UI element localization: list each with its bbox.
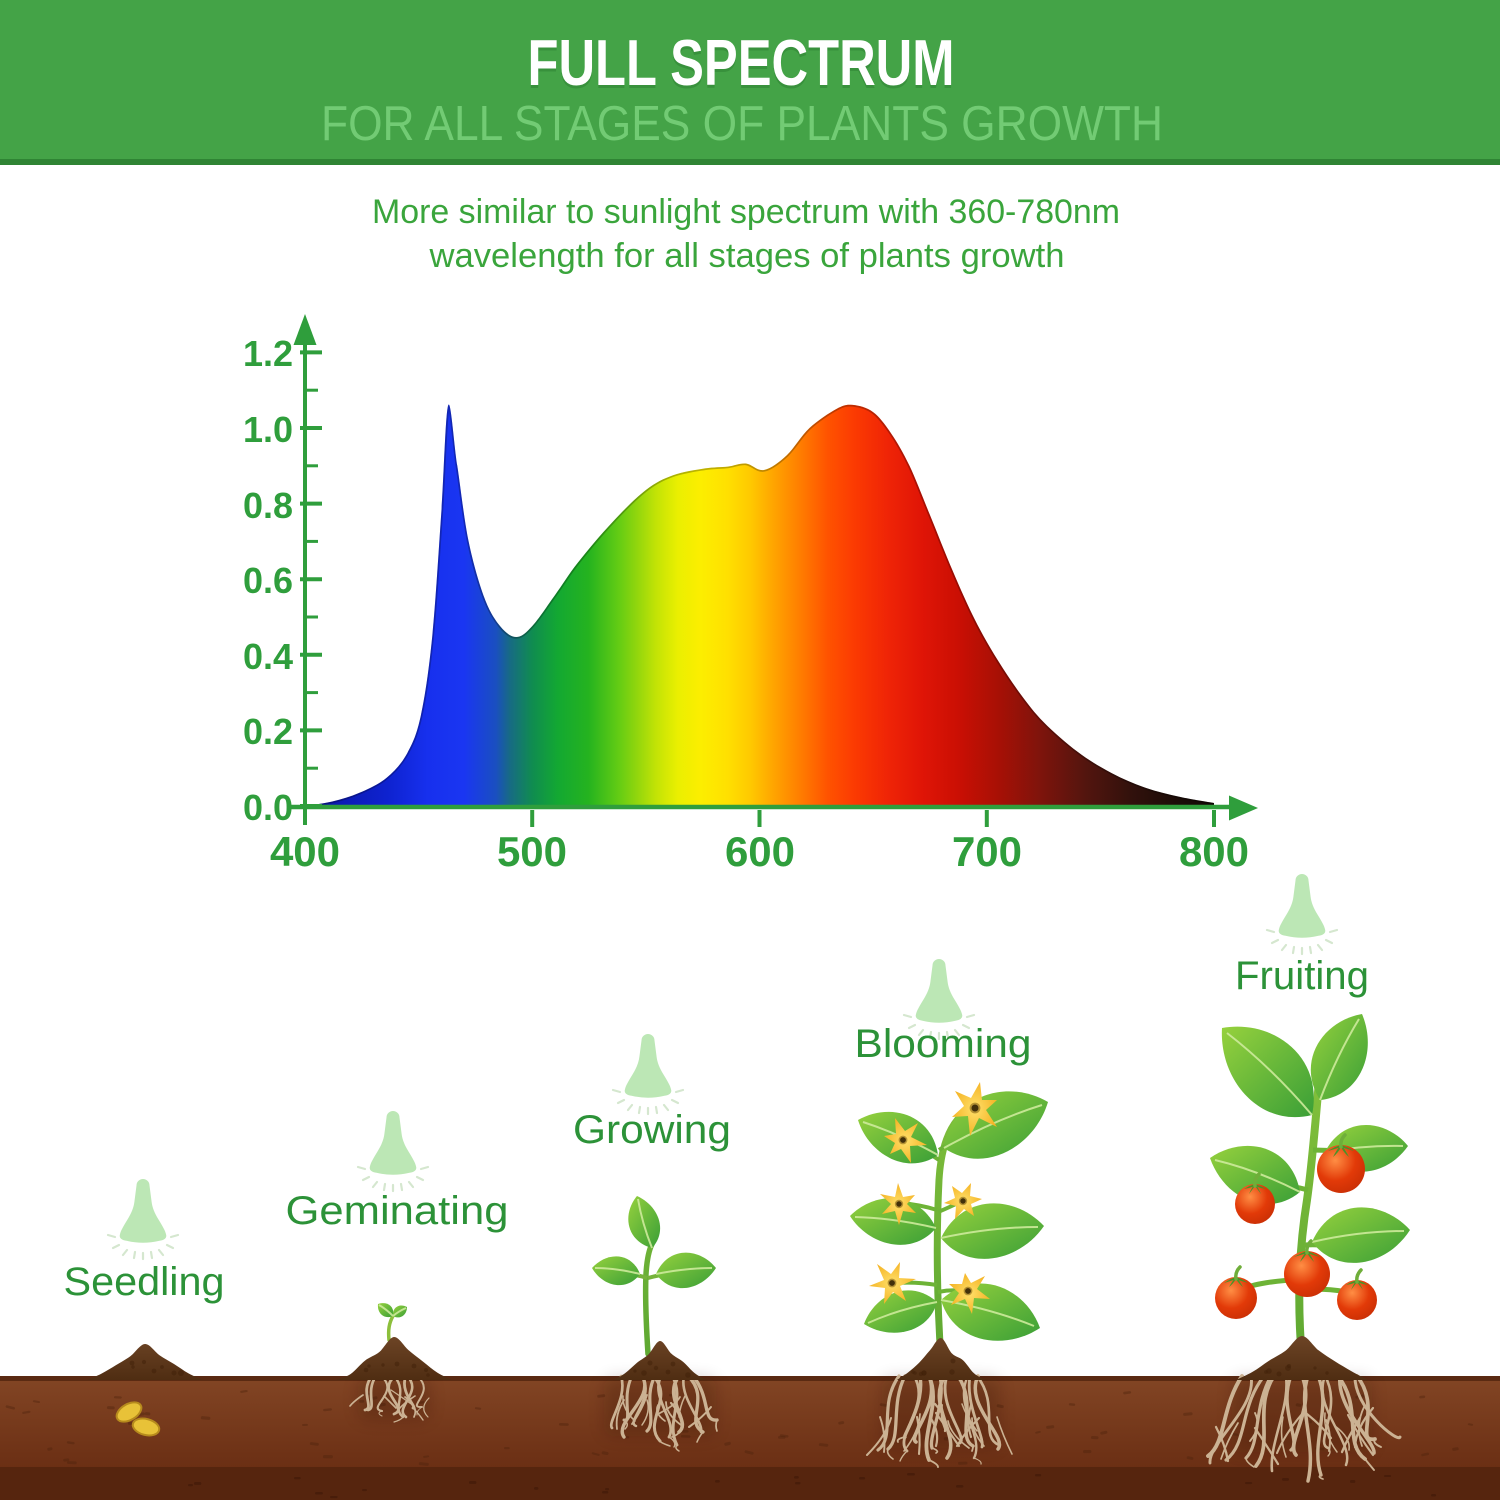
svg-text:800: 800 — [1179, 828, 1249, 875]
svg-text:1.2: 1.2 — [243, 333, 293, 374]
svg-text:0.0: 0.0 — [243, 787, 293, 828]
svg-text:Seedling: Seedling — [64, 1260, 225, 1304]
svg-text:0.8: 0.8 — [243, 485, 293, 526]
svg-text:Blooming: Blooming — [855, 1022, 1032, 1066]
svg-text:500: 500 — [497, 828, 567, 875]
svg-text:Fruiting: Fruiting — [1235, 954, 1369, 998]
svg-text:Growing: Growing — [573, 1108, 731, 1152]
svg-text:Geminating: Geminating — [286, 1189, 509, 1233]
svg-text:600: 600 — [725, 828, 795, 875]
svg-text:FOR ALL STAGES OF PLANTS GROWT: FOR ALL STAGES OF PLANTS GROWTH — [321, 97, 1163, 151]
svg-text:0.6: 0.6 — [243, 560, 293, 601]
svg-text:FULL SPECTRUM: FULL SPECTRUM — [528, 26, 955, 99]
svg-text:wavelength for all stages of p: wavelength for all stages of plants grow… — [428, 237, 1064, 275]
svg-text:700: 700 — [952, 828, 1022, 875]
svg-text:0.4: 0.4 — [243, 636, 293, 677]
svg-text:400: 400 — [270, 828, 340, 875]
svg-text:1.0: 1.0 — [243, 409, 293, 450]
svg-text:More similar to sunlight spect: More similar to sunlight spectrum with 3… — [372, 193, 1120, 231]
svg-text:FULL SPECTRUM: FULL SPECTRUM — [528, 29, 955, 102]
svg-text:0.2: 0.2 — [243, 711, 293, 752]
